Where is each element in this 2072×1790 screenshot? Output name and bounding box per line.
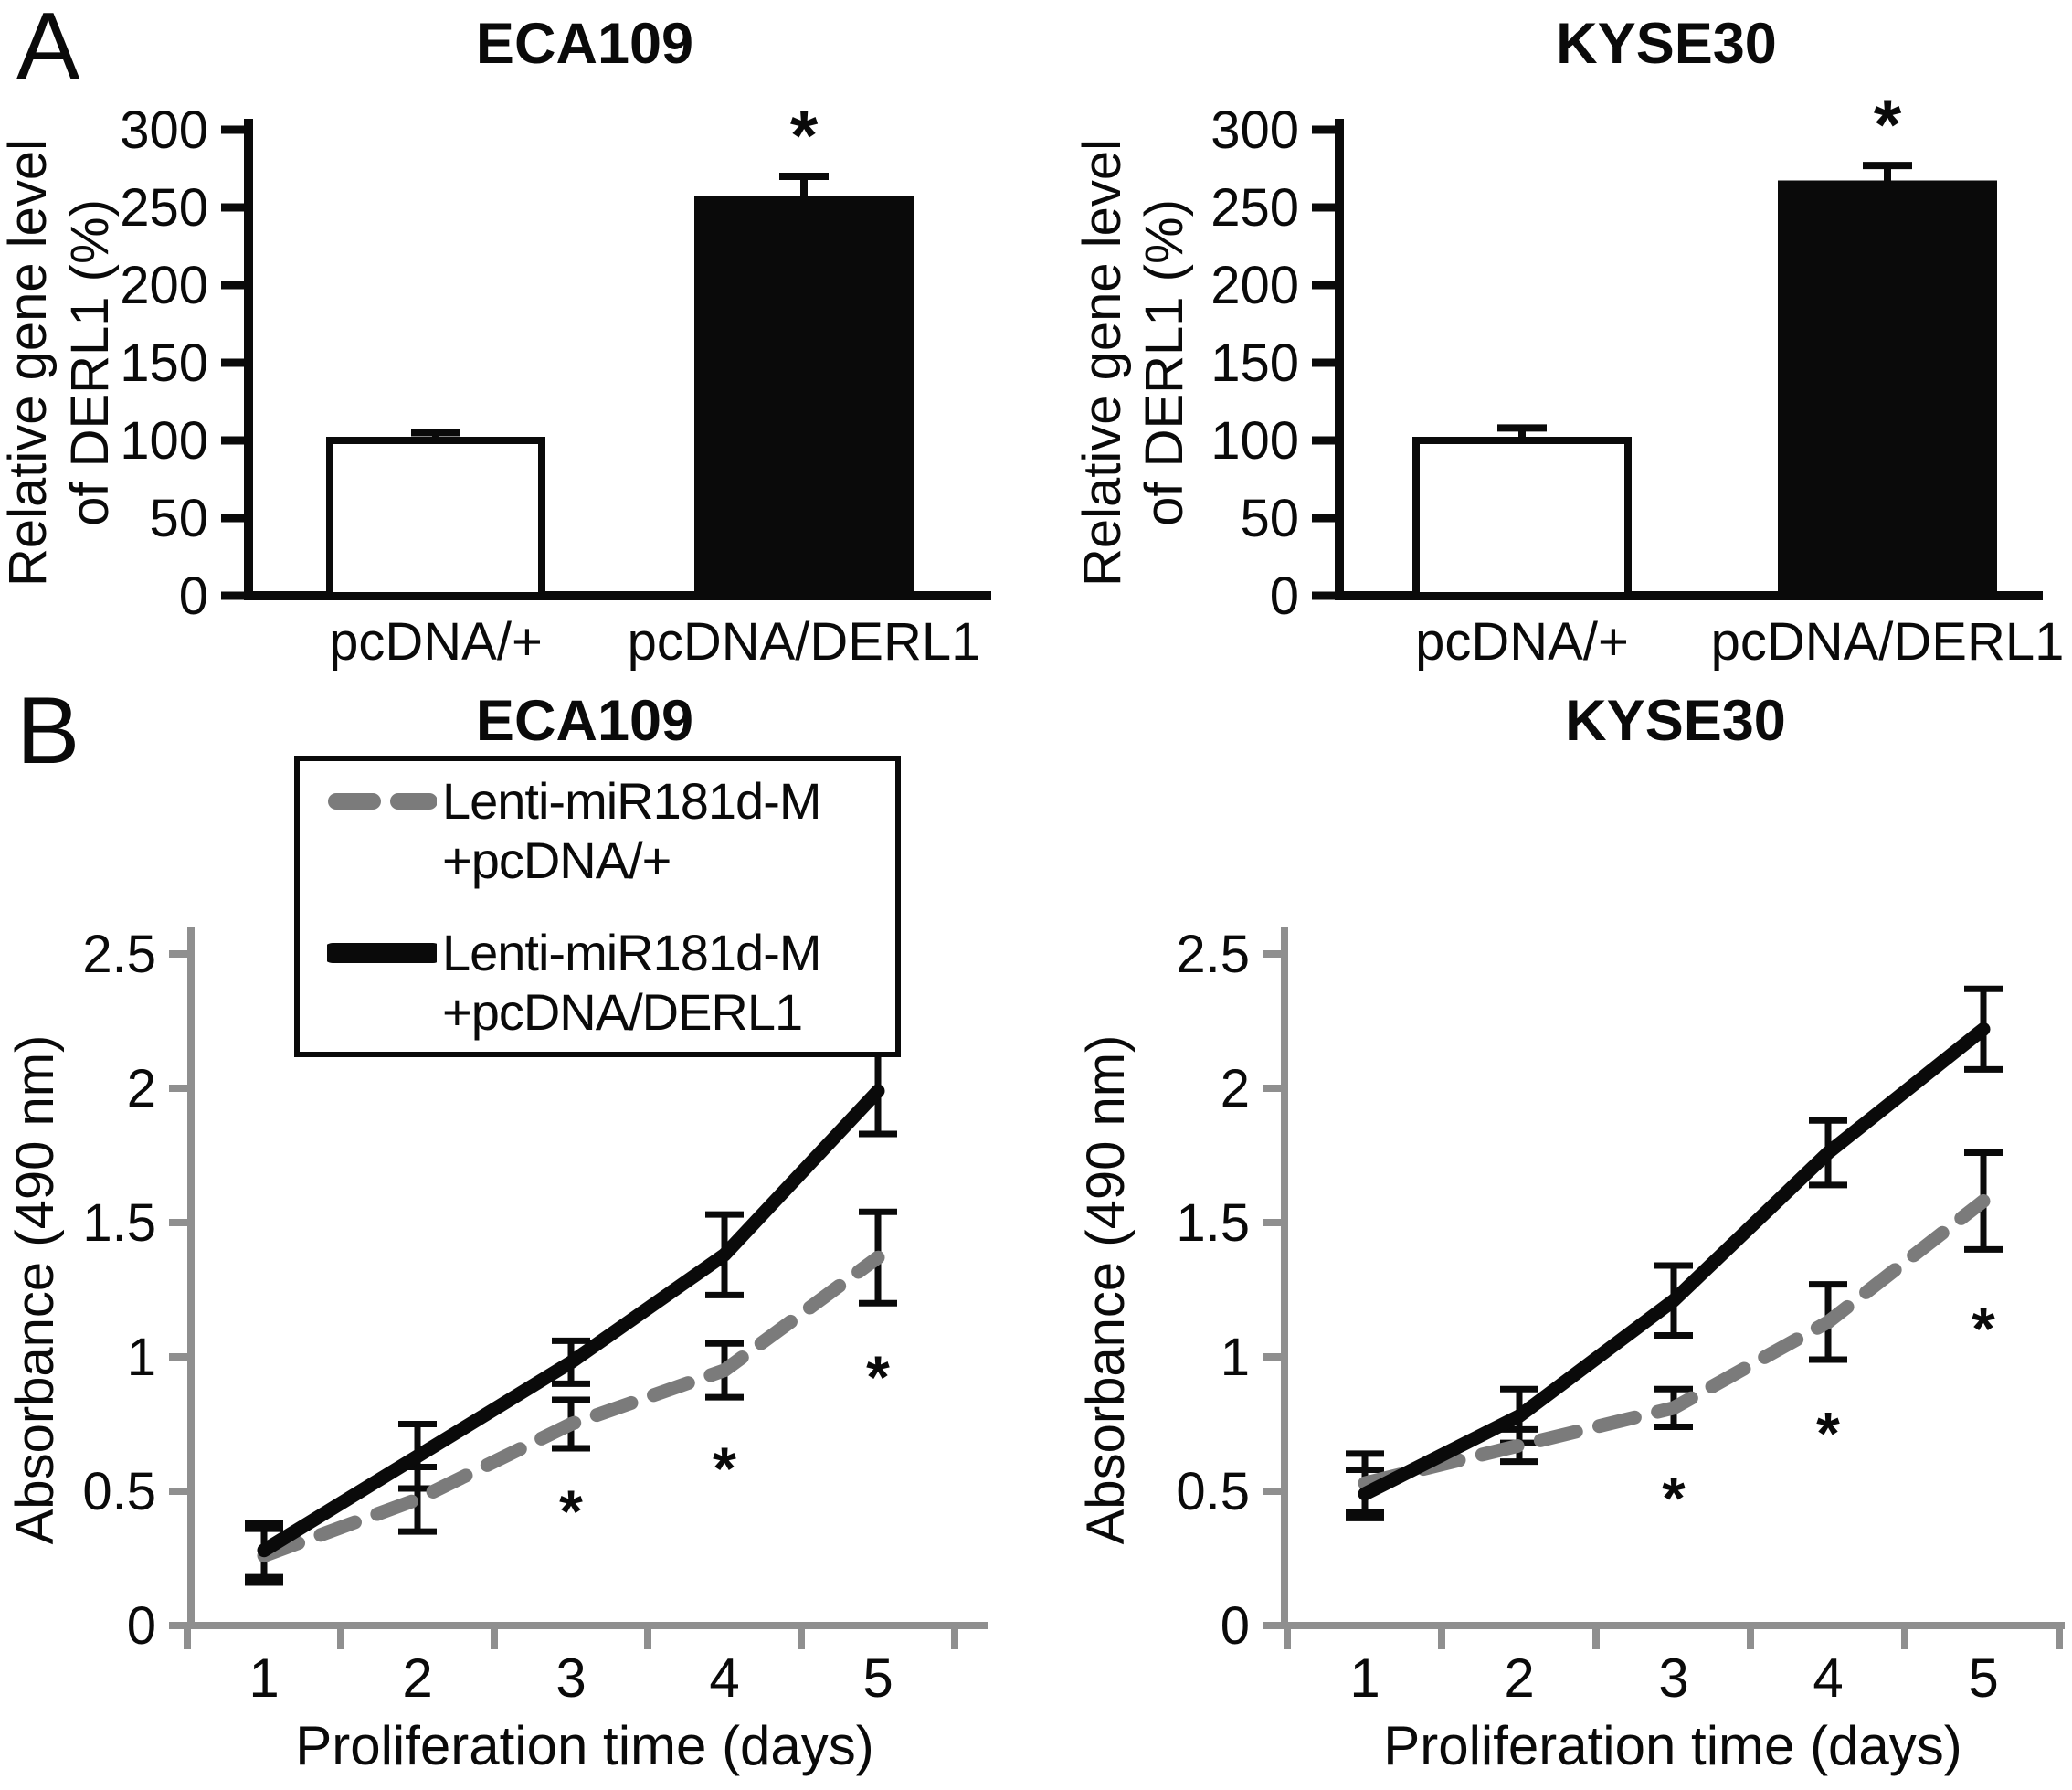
panel-b: B ECA109 0 0.5 1 1.5 2 2.5 1 2 3 4 5 Proliferation …: [0, 678, 2072, 1790]
svg-text:*: *: [790, 95, 819, 175]
svg-text:*: *: [713, 1435, 736, 1502]
panel-a: A ECA109 Relative gene level of DERL1 (%)…: [0, 0, 2072, 684]
svg-text:Relative gene level: Relative gene level: [1073, 139, 1132, 587]
svg-text:1: 1: [1221, 1328, 1250, 1387]
svg-text:1: 1: [1349, 1647, 1380, 1709]
svg-text:4: 4: [709, 1647, 739, 1709]
svg-text:Relative gene level: Relative gene level: [0, 139, 58, 587]
svg-text:*: *: [559, 1478, 583, 1545]
svg-text:1: 1: [248, 1647, 279, 1709]
svg-text:Proliferation time (days): Proliferation time (days): [295, 1715, 874, 1776]
chart-title-kyse30-line: KYSE30: [1565, 689, 1786, 753]
svg-text:0: 0: [179, 567, 208, 626]
svg-text:0: 0: [127, 1596, 156, 1656]
panel-b-label: B: [16, 678, 80, 784]
svg-text:50: 50: [149, 489, 208, 548]
svg-text:1.5: 1.5: [1176, 1193, 1250, 1253]
svg-text:50: 50: [1240, 489, 1299, 548]
svg-text:2: 2: [127, 1059, 156, 1118]
svg-text:*: *: [1972, 1295, 1995, 1362]
legend-label-line: Lenti-miR181d-M: [442, 923, 821, 981]
svg-text:100: 100: [120, 411, 208, 471]
svg-text:pcDNA/DERL1: pcDNA/DERL1: [628, 612, 981, 672]
svg-text:250: 250: [1210, 178, 1299, 238]
dashed-line-swatch: [328, 793, 437, 810]
bar-plot-kyse30: Relative gene level of DERL1 (%) 0 50 100 150…: [1073, 84, 2065, 672]
svg-text:0.5: 0.5: [1176, 1462, 1250, 1521]
svg-text:100: 100: [1210, 411, 1299, 471]
svg-text:of DERL1 (%): of DERL1 (%): [1135, 199, 1194, 526]
panel-a-label: A: [16, 0, 80, 100]
svg-text:300: 300: [120, 101, 208, 160]
svg-text:Absorbance (490 nm): Absorbance (490 nm): [5, 1035, 65, 1545]
svg-text:300: 300: [1210, 101, 1299, 160]
svg-text:2: 2: [402, 1647, 432, 1709]
line-chart-eca109: ECA109 0 0.5 1 1.5 2 2.5 1 2 3 4 5 Proliferation ti…: [0, 684, 1036, 1790]
svg-text:200: 200: [120, 256, 208, 315]
svg-text:200: 200: [1210, 256, 1299, 315]
svg-text:250: 250: [120, 178, 208, 238]
svg-text:150: 150: [120, 334, 208, 393]
legend-label-line: +pcDNA/+: [442, 831, 671, 889]
svg-text:pcDNA/+: pcDNA/+: [1415, 612, 1629, 672]
bar-chart-eca109: ECA109 Relative gene level of DERL1 (%) 0 5…: [0, 0, 1036, 684]
svg-text:pcDNA/+: pcDNA/+: [329, 612, 543, 672]
svg-text:pcDNA/DERL1: pcDNA/DERL1: [1711, 612, 2065, 672]
legend-label-line: Lenti-miR181d-M: [442, 772, 821, 830]
svg-text:0: 0: [1270, 567, 1299, 626]
svg-text:*: *: [866, 1343, 890, 1411]
legend-label-line: +pcDNA/DERL1: [442, 982, 803, 1041]
legend-label-control: Lenti-miR181d-M +pcDNA/+: [442, 772, 821, 891]
svg-text:1.5: 1.5: [82, 1193, 156, 1253]
svg-text:5: 5: [862, 1647, 893, 1709]
chart-title-eca109-bar: ECA109: [475, 12, 694, 76]
svg-text:of DERL1 (%): of DERL1 (%): [60, 199, 120, 526]
svg-text:150: 150: [1210, 334, 1299, 393]
line-chart-kyse30: KYSE30 0 0.5 1 1.5 2 2.5 1 2 3 4 5 Proliferation ti…: [1036, 684, 2072, 1790]
svg-text:Absorbance (490 nm): Absorbance (490 nm): [1076, 1035, 1136, 1545]
svg-text:4: 4: [1813, 1647, 1843, 1709]
solid-line-swatch: [327, 942, 437, 963]
svg-text:0: 0: [1221, 1596, 1250, 1656]
svg-text:0.5: 0.5: [82, 1462, 156, 1521]
svg-text:3: 3: [555, 1647, 586, 1709]
svg-text:2.5: 2.5: [82, 925, 156, 984]
svg-text:2.5: 2.5: [1176, 925, 1250, 984]
bar-chart-kyse30: KYSE30 Relative gene level of DERL1 (%) 0 5…: [1036, 0, 2072, 684]
svg-text:5: 5: [1968, 1647, 1998, 1709]
svg-text:3: 3: [1658, 1647, 1688, 1709]
bar-plot-eca109: Relative gene level of DERL1 (%) 0 50 100 150…: [0, 95, 991, 672]
legend-label-derl1: Lenti-miR181d-M +pcDNA/DERL1: [442, 924, 821, 1043]
svg-text:*: *: [1874, 84, 1902, 164]
svg-text:2: 2: [1504, 1647, 1534, 1709]
svg-text:1: 1: [127, 1328, 156, 1387]
svg-text:Proliferation time (days): Proliferation time (days): [1383, 1715, 1962, 1776]
legend-entry-derl1: Lenti-miR181d-M +pcDNA/DERL1: [327, 924, 888, 1043]
svg-text:*: *: [1816, 1400, 1840, 1467]
legend: Lenti-miR181d-M +pcDNA/+ Lenti-miR181d-M…: [294, 756, 901, 1057]
chart-title-kyse30-bar: KYSE30: [1556, 12, 1777, 76]
legend-entry-control: Lenti-miR181d-M +pcDNA/+: [327, 772, 888, 891]
svg-text:2: 2: [1221, 1059, 1250, 1118]
chart-title-eca109-line: ECA109: [475, 689, 694, 753]
svg-text:*: *: [1662, 1464, 1686, 1531]
